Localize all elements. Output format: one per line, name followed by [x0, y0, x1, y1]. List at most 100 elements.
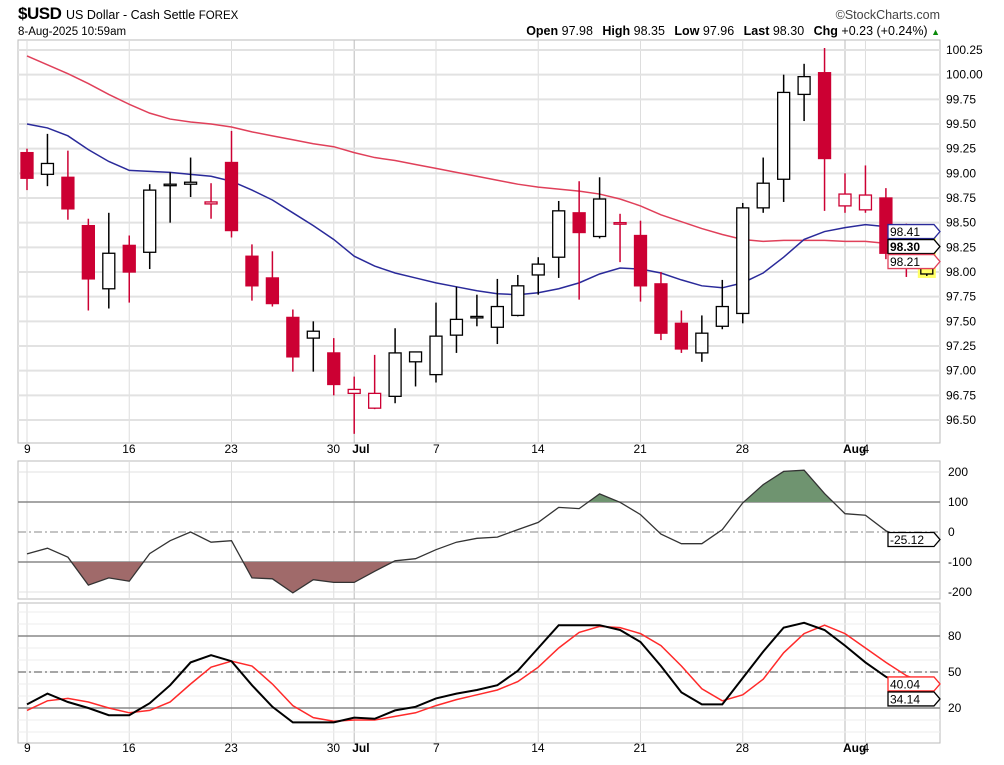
- candle-body: [20, 151, 34, 179]
- candle-body: [286, 316, 300, 358]
- candle: [224, 130, 239, 238]
- candle: [674, 310, 689, 353]
- candle: [204, 183, 218, 219]
- cci-value-tag-box: [887, 531, 941, 548]
- timestamp: 8-Aug-2025 10:59am: [18, 26, 127, 38]
- candle-body: [347, 388, 361, 395]
- price-axis-label: 98.00: [946, 265, 976, 279]
- last-price-tag-text: 98.30: [890, 240, 920, 254]
- candle-body: [143, 189, 157, 253]
- candle: [245, 244, 259, 301]
- value-tags: -25.12: [887, 531, 941, 548]
- candle-body: [511, 285, 525, 317]
- price-axis-label: 98.50: [946, 216, 976, 230]
- candle: [367, 354, 382, 410]
- candle: [756, 157, 770, 213]
- candle-body: [777, 91, 791, 180]
- candle-body: [449, 318, 464, 336]
- candle: [265, 251, 280, 307]
- price-axis-label: 99.75: [946, 92, 976, 106]
- candle: [20, 148, 34, 191]
- candle-body: [224, 161, 239, 232]
- candle-body: [183, 181, 198, 185]
- cci-axis-label: 100: [948, 495, 968, 509]
- open-label: Open: [526, 24, 559, 38]
- candle: [449, 286, 464, 353]
- price-axis-label: 97.75: [946, 290, 976, 304]
- candle: [715, 279, 729, 330]
- cci-line: [26, 469, 927, 594]
- last-value: 98.30: [772, 24, 805, 38]
- last-price-tag: 98.30: [887, 238, 941, 255]
- ma-slow-tag: 98.21: [887, 253, 941, 270]
- date-label-main: 23: [225, 442, 239, 456]
- cci-axis-label: 0: [948, 525, 955, 539]
- high-label: High: [602, 24, 631, 38]
- ma-slow-line: [26, 55, 927, 251]
- ma-fast-line: [26, 123, 927, 296]
- candle-body: [122, 244, 136, 273]
- chg-value: +0.23 (+0.24%): [841, 24, 928, 38]
- candle-body: [695, 332, 709, 354]
- cci-axis-label: 200: [948, 465, 968, 479]
- candle-body: [633, 234, 648, 287]
- exchange: FOREX: [198, 10, 239, 22]
- candle-body: [388, 352, 402, 397]
- candle: [61, 150, 75, 220]
- candle: [163, 172, 177, 223]
- price-axis-label: 99.00: [946, 166, 976, 180]
- date-label-main: Aug: [843, 442, 866, 456]
- candle-body: [204, 201, 218, 205]
- stoch-d-tag-box: [887, 676, 941, 692]
- candle: [183, 157, 198, 198]
- cci-axis-label: -200: [948, 585, 972, 599]
- candle: [633, 220, 648, 302]
- candle-body: [613, 222, 627, 225]
- price-axis-label: 100.00: [946, 68, 983, 82]
- stoch-axis-label: 20: [948, 701, 962, 715]
- candle: [327, 338, 341, 396]
- candle: [736, 202, 750, 324]
- candle: [817, 48, 832, 211]
- candle-body: [736, 207, 750, 315]
- candle-body: [817, 72, 832, 160]
- candle: [40, 133, 55, 187]
- date-label-stoch: 23: [225, 741, 239, 755]
- ohlc-readout: Open 97.98 High 98.35 Low 97.96 Last 98.…: [520, 24, 940, 38]
- date-label-main: 21: [634, 442, 648, 456]
- price-axis-label: 99.25: [946, 142, 976, 156]
- candle-body: [838, 193, 852, 207]
- stoch-d-tag: 40.04: [887, 676, 941, 692]
- price-axis-label: 99.50: [946, 117, 976, 131]
- stoch-k-line: [26, 621, 928, 724]
- date-label-stoch: 16: [122, 741, 136, 755]
- instrument-title: US Dollar - Cash Settle: [66, 8, 196, 22]
- candle: [388, 328, 402, 404]
- stoch-k-tag-text: 34.14: [890, 692, 920, 706]
- price-axis-label: 97.25: [946, 339, 976, 353]
- candle: [531, 257, 545, 295]
- price-axis-label: 96.75: [946, 388, 976, 402]
- candle: [429, 302, 443, 383]
- date-label-main: 16: [122, 442, 136, 456]
- date-label-stoch: Jul: [352, 741, 369, 755]
- brand-logo[interactable]: ©StockCharts.com: [835, 8, 940, 22]
- candle: [408, 351, 423, 387]
- stoch-axis-label: 50: [948, 665, 962, 679]
- candle-body: [429, 335, 443, 376]
- candle-body: [40, 162, 55, 175]
- candle-body: [552, 210, 566, 258]
- ma-fast-tag: 98.41: [887, 223, 941, 240]
- symbol: $USD: [18, 4, 62, 23]
- stoch-k-tag-box: [887, 691, 941, 707]
- candle: [572, 181, 586, 300]
- ma-slow-tag-text: 98.21: [890, 255, 920, 269]
- candle-body: [715, 305, 729, 327]
- date-label-stoch: 4: [862, 741, 869, 755]
- candle: [81, 218, 95, 311]
- candle-body: [408, 351, 423, 363]
- chg-label: Chg: [813, 24, 838, 38]
- candle: [490, 278, 505, 345]
